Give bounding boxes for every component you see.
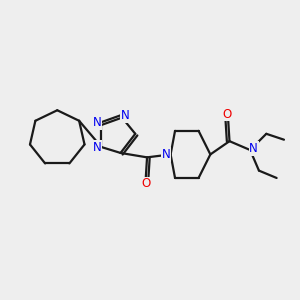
Text: O: O [222, 108, 231, 121]
Text: N: N [93, 116, 102, 129]
Text: N: N [121, 109, 130, 122]
Text: O: O [141, 177, 150, 190]
Text: N: N [162, 148, 171, 161]
Text: N: N [93, 141, 102, 154]
Text: N: N [249, 142, 258, 155]
